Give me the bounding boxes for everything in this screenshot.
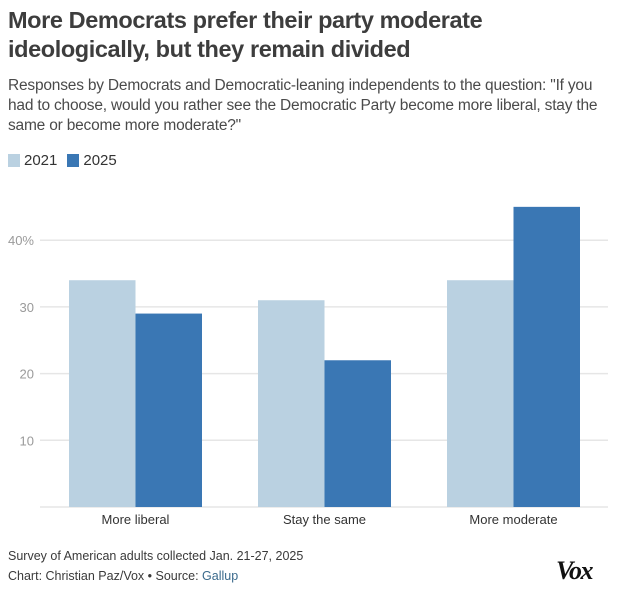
chart-subtitle: Responses by Democrats and Democratic-le… xyxy=(8,77,598,134)
legend-item-2025: 2025 xyxy=(67,152,117,169)
y-tick-label-40: 40% xyxy=(8,233,34,248)
chart-title: More Democrats prefer their party modera… xyxy=(8,7,483,62)
vox-logo: Vox xyxy=(556,556,593,585)
y-tick-label-30: 30 xyxy=(20,300,34,315)
x-tick-label-more-liberal: More liberal xyxy=(102,512,170,527)
x-tick-label-stay-the-same: Stay the same xyxy=(283,512,366,527)
credit-line: Chart: Christian Paz/Vox • Source: Gallu… xyxy=(8,566,303,586)
legend-swatch-2025 xyxy=(67,154,80,167)
survey-note: Survey of American adults collected Jan.… xyxy=(8,549,304,563)
y-tick-label-10: 10 xyxy=(20,433,34,448)
credit-text: Chart: Christian Paz/Vox • Source: xyxy=(8,569,203,583)
bar-2025-more-liberal xyxy=(135,313,202,507)
bar-2021-more-moderate xyxy=(447,280,514,507)
bar-2021-more-liberal xyxy=(69,280,136,507)
bar-2021-stay-the-same xyxy=(258,300,325,507)
legend: 2021 2025 xyxy=(8,152,127,169)
legend-swatch-2021 xyxy=(8,154,20,167)
legend-label-2025: 2025 xyxy=(83,152,117,169)
bar-chart: 10 20 30 40% More liberal Stay the same More m… xyxy=(8,206,608,527)
bar-2025-stay-the-same xyxy=(324,360,391,507)
y-tick-label-20: 20 xyxy=(20,367,34,382)
x-tick-label-more-moderate: More moderate xyxy=(469,512,557,527)
legend-item-2021: 2021 xyxy=(8,152,57,169)
legend-label-2021: 2021 xyxy=(24,152,58,169)
footer: Survey of American adults collected Jan.… xyxy=(8,546,303,586)
source-link-gallup[interactable]: Gallup xyxy=(202,569,239,583)
bar-2025-more-moderate xyxy=(513,206,580,507)
